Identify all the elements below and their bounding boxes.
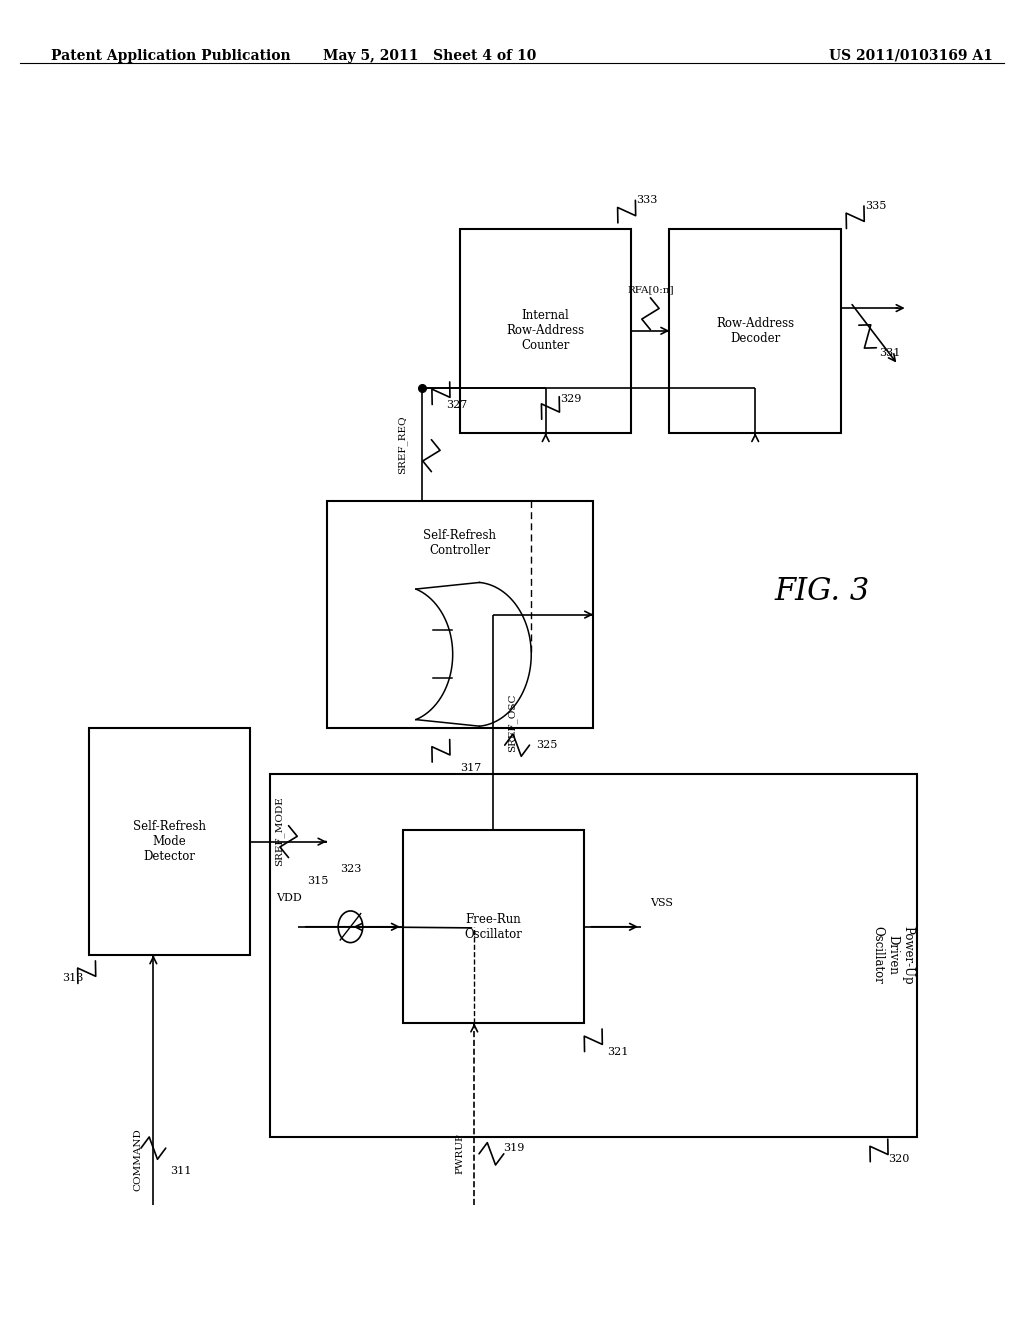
Text: FIG. 3: FIG. 3 [774,577,869,607]
Bar [269,774,918,1137]
Text: SREF_OSC: SREF_OSC [508,693,517,751]
Text: 311: 311 [170,1166,191,1176]
Text: Power-Up
Driven
Oscillator: Power-Up Driven Oscillator [871,925,914,985]
Text: VDD: VDD [275,892,301,903]
Text: Row-Address
Decoder: Row-Address Decoder [716,317,795,345]
Bar [670,228,841,433]
Text: 335: 335 [864,201,886,211]
Text: SREF_MODE: SREF_MODE [274,796,284,866]
Bar [460,228,632,433]
Text: 319: 319 [503,1143,524,1154]
Text: 321: 321 [607,1047,629,1056]
Text: May 5, 2011   Sheet 4 of 10: May 5, 2011 Sheet 4 of 10 [324,49,537,63]
Text: RFA[0:n]: RFA[0:n] [627,285,674,294]
Bar [88,729,251,956]
Text: 327: 327 [445,400,467,409]
Text: 315: 315 [307,876,329,886]
Text: 320: 320 [889,1155,910,1164]
Text: PWRUP: PWRUP [456,1134,465,1175]
Text: 323: 323 [340,865,361,874]
Text: Internal
Row-Address
Counter: Internal Row-Address Counter [507,309,585,352]
Text: Patent Application Publication: Patent Application Publication [51,49,291,63]
Text: 317: 317 [460,763,481,772]
Text: 313: 313 [62,973,84,983]
Text: Free-Run
Oscillator: Free-Run Oscillator [464,912,522,941]
Text: US 2011/0103169 A1: US 2011/0103169 A1 [829,49,993,63]
Bar [327,502,593,729]
Text: Self-Refresh
Controller: Self-Refresh Controller [424,529,497,557]
Text: COMMAND: COMMAND [133,1129,142,1191]
Text: 329: 329 [560,393,582,404]
Text: 325: 325 [537,741,557,750]
Text: VSS: VSS [650,899,674,908]
Text: SREF_REQ: SREF_REQ [398,414,408,474]
Text: 333: 333 [636,195,657,205]
Text: 331: 331 [879,348,900,359]
Bar [402,830,584,1023]
Text: Self-Refresh
Mode
Detector: Self-Refresh Mode Detector [133,820,206,863]
